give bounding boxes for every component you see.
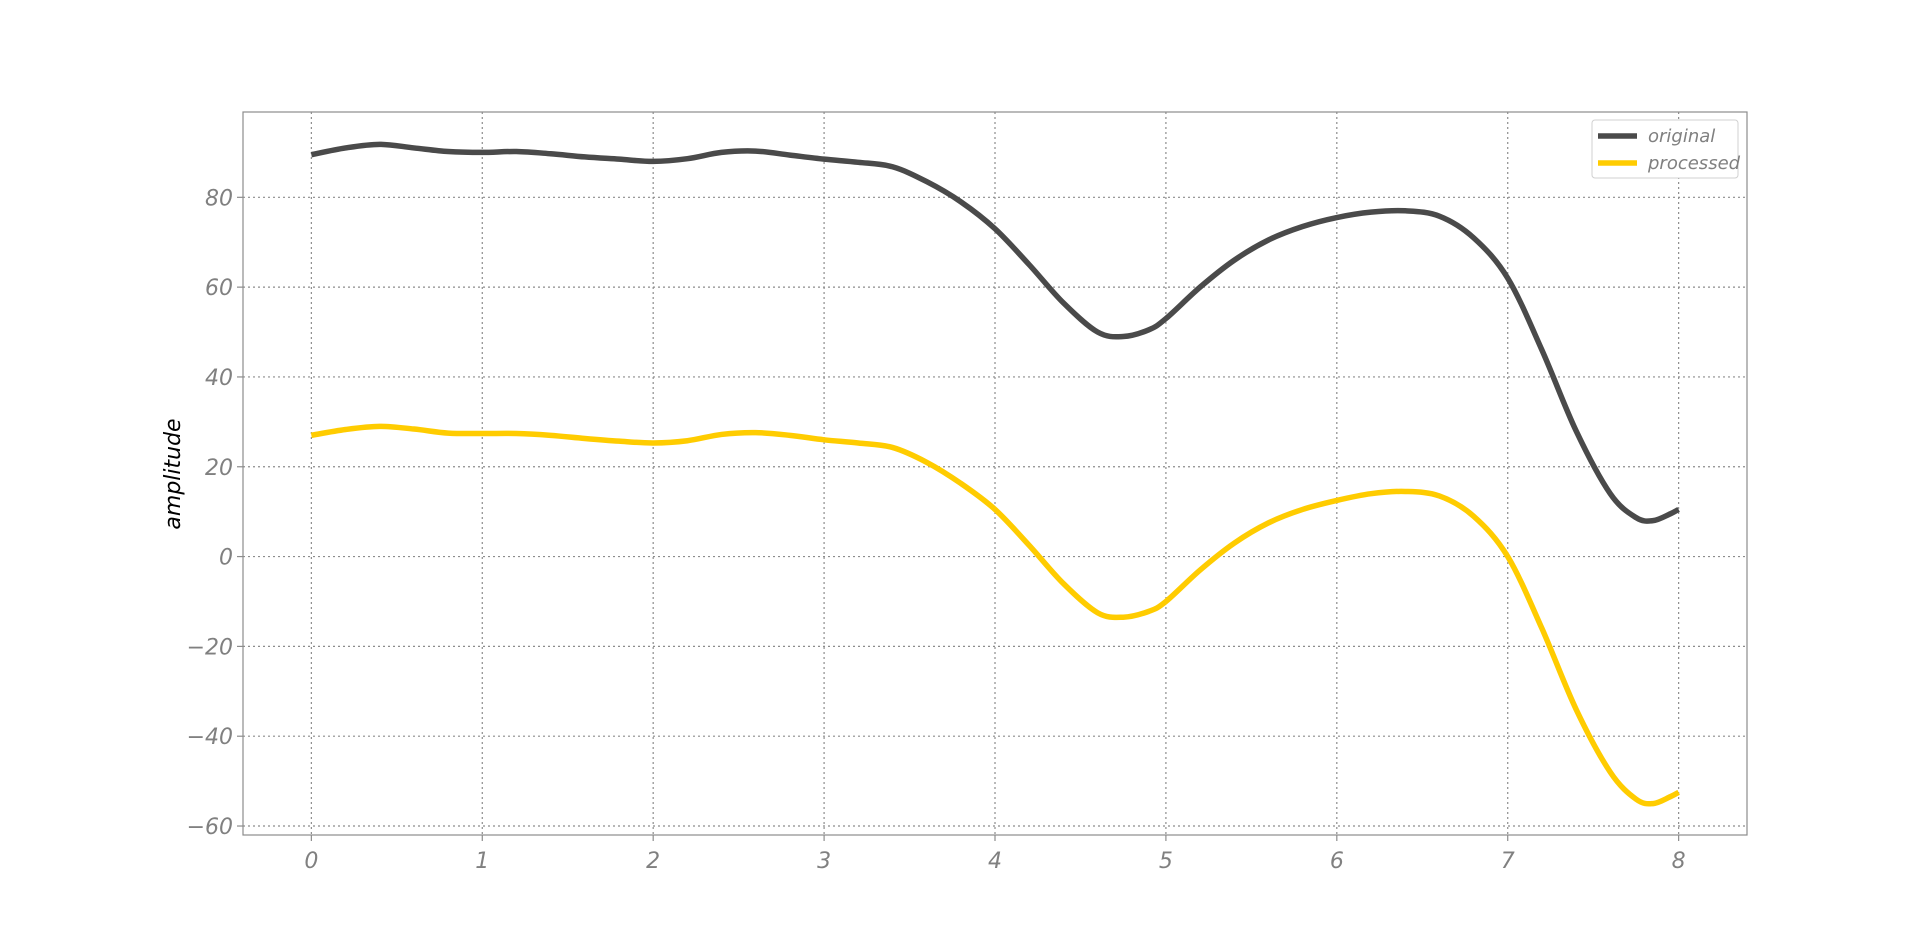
x-tick-label: 2 xyxy=(646,849,660,874)
x-tick-label: 8 xyxy=(1672,849,1686,874)
legend-label-processed: processed xyxy=(1647,153,1741,174)
series-lines xyxy=(310,141,1680,807)
x-tick-label: 7 xyxy=(1501,849,1515,874)
series-line-original xyxy=(310,141,1680,524)
x-tick-label: 5 xyxy=(1159,849,1173,874)
y-ticks: −60 −40 −20 0 20 40 60 80 xyxy=(187,186,243,840)
y-axis-label: amplitude xyxy=(161,418,186,529)
y-tick-label: −60 xyxy=(187,815,233,840)
legend: original processed xyxy=(1591,119,1741,179)
y-tick-label: 40 xyxy=(205,366,233,391)
x-tick-label: 0 xyxy=(304,849,318,874)
y-tick-label: 80 xyxy=(205,186,233,211)
series-line-processed xyxy=(310,423,1680,807)
x-tick-label: 1 xyxy=(475,849,489,874)
y-tick-label: 0 xyxy=(219,546,233,571)
x-tick-label: 3 xyxy=(817,849,831,874)
legend-label-original: original xyxy=(1648,126,1715,147)
y-tick-label: −40 xyxy=(187,725,233,750)
y-tick-label: 60 xyxy=(205,276,233,301)
grid-lines xyxy=(243,112,1747,835)
x-ticks: 0 1 2 3 4 5 6 7 8 xyxy=(304,835,1686,874)
x-tick-label: 6 xyxy=(1330,849,1344,874)
x-tick-label: 4 xyxy=(988,849,1002,874)
y-tick-label: −20 xyxy=(187,635,233,660)
y-tick-label: 20 xyxy=(205,456,233,481)
